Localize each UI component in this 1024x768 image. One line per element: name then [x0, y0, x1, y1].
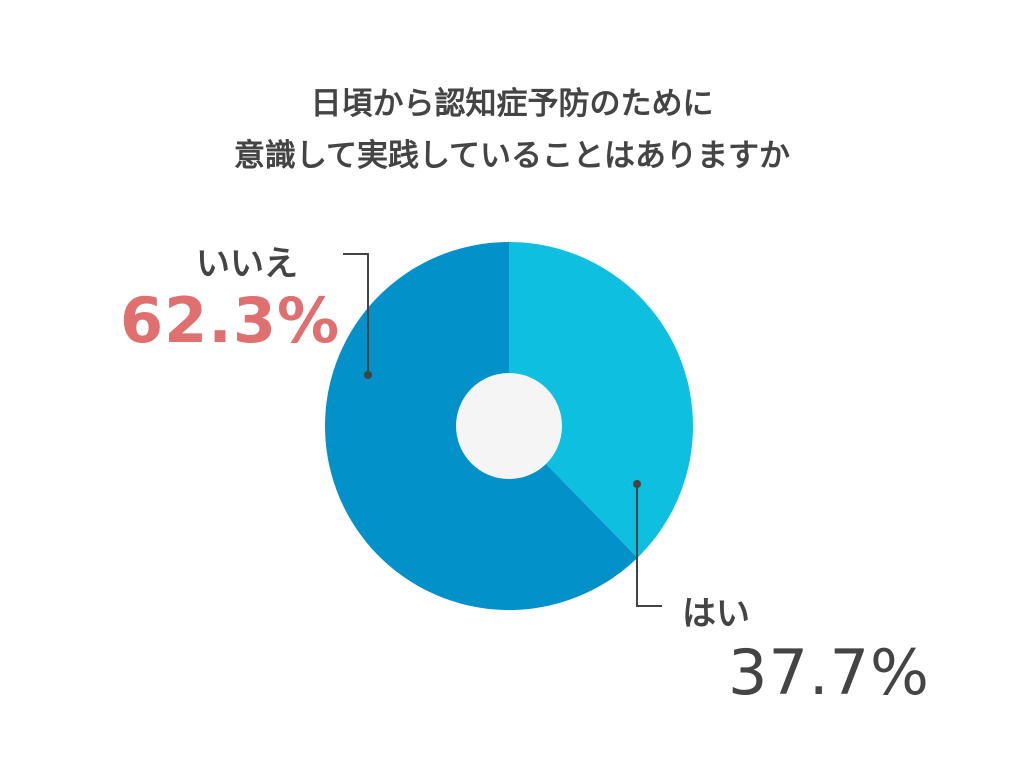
chart-title-line-1: 日頃から認知症予防のために: [310, 86, 714, 122]
no-percent-label: 62.3%: [120, 284, 341, 357]
pie-slice-yes: [509, 242, 693, 558]
chart-title-line-2: 意識して実践していることはありますか: [233, 138, 791, 174]
donut-center-hole: [456, 373, 562, 479]
no-category-label: いいえ: [196, 244, 298, 284]
chart-title: 日頃から認知症予防のために 意識して実践していることはありますか: [0, 78, 1024, 182]
leader-dot-no: [364, 371, 372, 379]
yes-percent-label: 37.7%: [728, 636, 930, 709]
leader-dot-yes: [633, 480, 641, 488]
leader-line-yes: [636, 484, 662, 607]
yes-category-label: はい: [682, 594, 750, 634]
leader-line-no: [343, 253, 369, 375]
